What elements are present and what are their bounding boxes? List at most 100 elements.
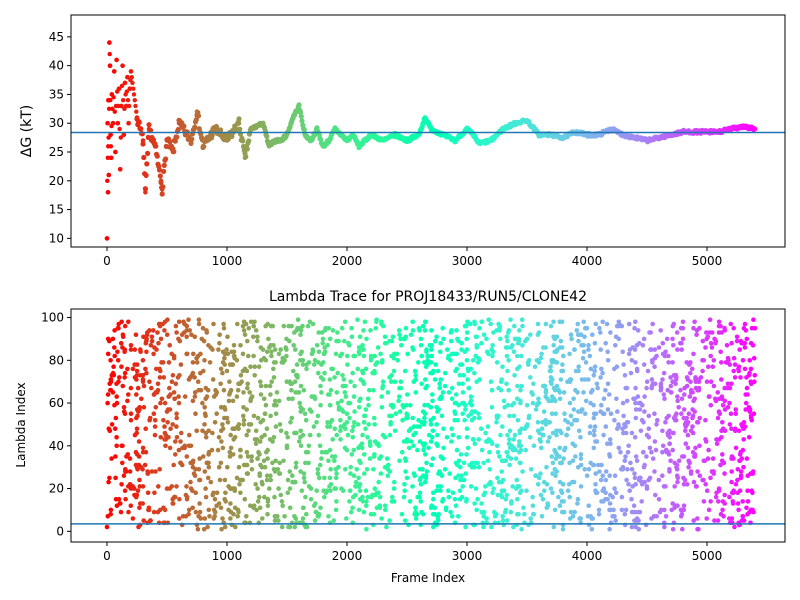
- lambda-point: [174, 411, 179, 417]
- lambda-point: [641, 362, 647, 367]
- dg-point: [200, 144, 206, 149]
- lambda-point: [190, 398, 196, 404]
- lambda-point: [598, 347, 603, 352]
- lambda-point: [122, 488, 128, 494]
- lambda-point: [245, 385, 250, 391]
- lambda-point: [220, 422, 225, 427]
- lambda-point: [353, 484, 359, 489]
- lambda-point: [206, 343, 211, 348]
- lambda-point: [422, 441, 428, 447]
- lambda-point: [469, 417, 475, 423]
- lambda-point: [335, 400, 341, 406]
- lambda-point: [259, 479, 265, 485]
- lambda-point: [745, 499, 751, 504]
- lambda-point: [454, 328, 459, 333]
- lambda-point: [410, 319, 416, 325]
- lambda-point: [561, 353, 566, 359]
- lambda-point: [301, 475, 307, 481]
- lambda-point: [412, 368, 418, 374]
- dg-point: [131, 86, 136, 91]
- lambda-point: [569, 422, 574, 427]
- lambda-point: [272, 518, 278, 523]
- lambda-point: [190, 460, 195, 466]
- lambda-point: [265, 503, 271, 509]
- lambda-point: [393, 411, 399, 417]
- lambda-point: [695, 420, 701, 425]
- lambda-point: [708, 379, 714, 385]
- lambda-point: [255, 415, 261, 421]
- lambda-point: [472, 319, 477, 325]
- lambda-point: [584, 473, 590, 479]
- lambda-point: [481, 492, 487, 498]
- lambda-point: [228, 501, 233, 506]
- lambda-point: [255, 334, 260, 340]
- lambda-point: [327, 377, 333, 382]
- lambda-point: [708, 475, 713, 481]
- lambda-point: [453, 503, 459, 509]
- dg-point: [104, 236, 110, 241]
- lambda-point: [200, 325, 206, 331]
- lambda-point: [222, 355, 227, 361]
- lambda-point: [251, 323, 256, 329]
- lambda-point: [176, 400, 182, 406]
- lambda-point: [300, 362, 306, 367]
- lambda-point: [276, 486, 281, 491]
- lambda-point: [348, 464, 354, 470]
- dg-point: [113, 149, 118, 155]
- lambda-point: [106, 479, 111, 485]
- lambda-point: [339, 325, 345, 331]
- lambda-point: [252, 319, 257, 325]
- lambda-point: [418, 336, 424, 342]
- lambda-point: [158, 435, 164, 440]
- lambda-point: [704, 379, 710, 385]
- lambda-point: [165, 420, 170, 425]
- lambda-point: [321, 488, 326, 494]
- lambda-point: [186, 317, 191, 323]
- lambda-point: [338, 437, 343, 442]
- lambda-point: [519, 526, 524, 532]
- lambda-point: [244, 407, 249, 412]
- lambda-point: [408, 439, 414, 444]
- lambda-point: [554, 432, 559, 438]
- dg-point: [278, 138, 284, 143]
- lambda-point: [300, 358, 306, 363]
- lambda-point: [268, 477, 274, 483]
- lambda-point: [201, 338, 207, 344]
- lambda-point: [682, 385, 687, 391]
- lambda-point: [207, 360, 213, 365]
- lambda-point: [281, 323, 287, 329]
- lambda-point: [116, 496, 122, 502]
- lambda-point: [515, 484, 520, 489]
- lambda-point: [606, 392, 612, 397]
- lambda-point: [387, 432, 393, 438]
- lambda-point: [443, 505, 449, 511]
- lambda-point: [578, 456, 584, 461]
- lambda-point: [449, 514, 455, 519]
- lambda-point: [628, 460, 633, 466]
- lambda-point: [181, 330, 187, 335]
- lambda-point: [365, 494, 371, 500]
- lambda-point: [187, 432, 192, 438]
- dg-point: [141, 154, 147, 161]
- lambda-point: [701, 458, 707, 464]
- lambda-point: [134, 464, 140, 470]
- dg-point: [240, 138, 246, 144]
- lambda-point: [515, 353, 520, 359]
- lambda-point: [568, 332, 574, 338]
- lambda-point: [456, 473, 461, 479]
- lambda-point: [501, 398, 507, 404]
- lambda-point: [439, 413, 445, 419]
- lambda-point: [736, 368, 741, 374]
- lambda-point: [472, 409, 478, 414]
- lambda-point: [294, 362, 300, 367]
- lambda-point: [578, 435, 583, 440]
- lambda-point: [264, 426, 270, 432]
- dg-point: [136, 119, 142, 125]
- lambda-point: [149, 338, 155, 344]
- lambda-x-tick-label: 4000: [572, 549, 603, 563]
- lambda-point: [211, 321, 216, 327]
- lambda-point: [733, 407, 739, 412]
- lambda-point: [515, 496, 520, 502]
- lambda-point: [645, 368, 651, 374]
- lambda-point: [741, 437, 746, 442]
